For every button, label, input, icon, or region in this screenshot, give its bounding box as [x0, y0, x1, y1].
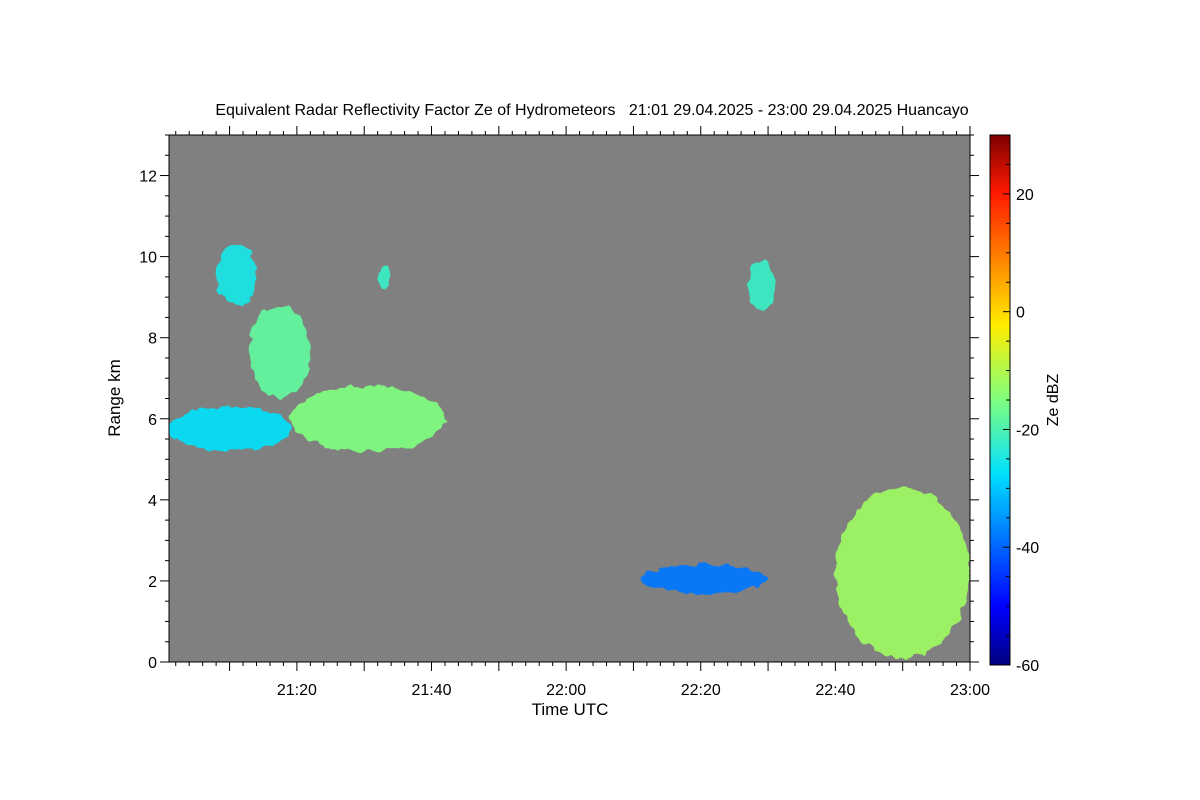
- x-tick-label: 23:00: [950, 682, 990, 699]
- colorbar-ticks: 20 0 -20 -40 -60: [1003, 134, 1039, 675]
- x-axis-label: Time UTC: [532, 700, 609, 719]
- colorbar-tick-label: 20: [1016, 187, 1034, 204]
- echo-mid-layer-left: [169, 406, 291, 452]
- colorbar-tick-label: -40: [1016, 540, 1039, 557]
- echo-mid-layer-main: [290, 386, 445, 452]
- y-tick-label: 4: [148, 493, 157, 510]
- colorbar-tick-label: 0: [1016, 305, 1025, 322]
- echo-descending-band: [249, 305, 311, 399]
- x-axis: 21:20 21:40 22:00 22:20 22:40 23:00: [175, 126, 990, 699]
- y-tick-label: 10: [139, 250, 157, 267]
- colorbar-tick-label: -20: [1016, 422, 1039, 439]
- echo-upper-cloud-right: [747, 260, 775, 310]
- x-tick-label: 22:00: [546, 682, 586, 699]
- x-tick-label: 21:40: [411, 682, 451, 699]
- y-tick-label: 8: [148, 331, 157, 348]
- y-tick-label: 2: [148, 574, 157, 591]
- echo-upper-cloud-small: [377, 264, 392, 290]
- colorbar-tick-label: -60: [1016, 658, 1039, 675]
- echo-low-layer-22h: [640, 564, 769, 594]
- colorbar-label: Ze dBZ: [1045, 374, 1062, 427]
- x-tick-label: 22:20: [681, 682, 721, 699]
- y-tick-label: 12: [139, 169, 157, 186]
- y-axis-label: Range km: [105, 359, 124, 436]
- echo-precipitation-cell: [835, 487, 970, 658]
- x-tick-label: 22:40: [815, 682, 855, 699]
- y-tick-label: 6: [148, 412, 157, 429]
- y-axis: 0 2 4 6 8 10 12: [139, 134, 979, 672]
- echo-layer: [169, 244, 970, 658]
- y-tick-label: 0: [148, 655, 157, 672]
- x-tick-label: 21:20: [277, 682, 317, 699]
- echo-upper-cloud-left: [216, 244, 257, 306]
- chart-title: Equivalent Radar Reflectivity Factor Ze …: [215, 102, 968, 119]
